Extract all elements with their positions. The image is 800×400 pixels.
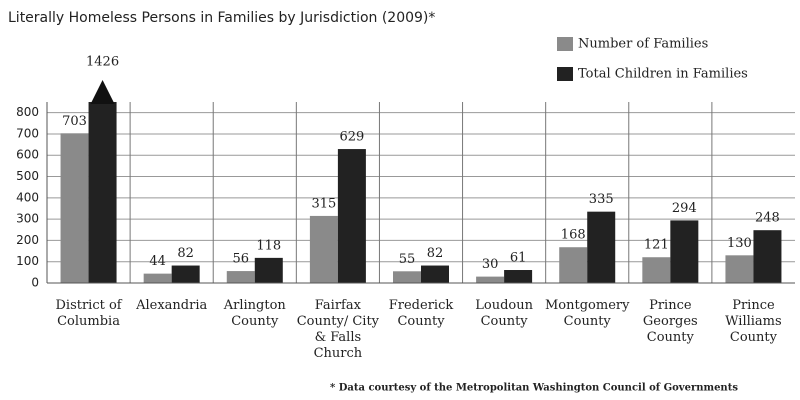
y-tick-label: 500 [16, 169, 39, 183]
x-tick-label: Fairfax County/ City & Falls Church [297, 298, 380, 361]
y-tick-label: 200 [16, 233, 39, 247]
bar [88, 102, 117, 283]
bar [143, 273, 172, 283]
x-tick-label: Arlington County [223, 298, 287, 329]
y-tick-label: 400 [16, 190, 39, 204]
x-tick-label: Loudoun County [475, 298, 533, 329]
footnote: * Data courtesy of the Metropolitan Wash… [330, 383, 738, 394]
data-label: 248 [755, 211, 780, 226]
data-label: 61 [510, 251, 527, 266]
bar [226, 271, 255, 283]
chart-title: Literally Homeless Persons in Families b… [8, 10, 435, 26]
legend-label: Total Children in Families [578, 67, 748, 82]
y-tick-label: 0 [31, 276, 39, 290]
x-tick-label: Frederick County [389, 298, 454, 329]
data-label: 55 [399, 252, 416, 267]
bar [587, 211, 616, 283]
bar [670, 220, 699, 283]
data-label: 629 [339, 130, 364, 145]
data-label: 703 [62, 114, 87, 129]
y-tick-label: 300 [16, 212, 39, 226]
y-tick-label: 700 [16, 126, 39, 140]
bar [476, 276, 505, 283]
data-label: 315 [311, 196, 336, 211]
data-label: 168 [561, 228, 586, 243]
x-tick-label: Montgomery County [545, 298, 630, 329]
x-tick-label: Prince Williams County [725, 298, 782, 345]
data-label: 82 [177, 246, 194, 261]
y-tick-label: 600 [16, 148, 39, 162]
bar [504, 270, 533, 283]
bar [254, 257, 283, 283]
bar [421, 265, 449, 283]
bar [309, 215, 338, 283]
bar [725, 255, 754, 283]
overflow-arrow [90, 80, 115, 104]
data-label: 130 [727, 236, 752, 251]
data-label: 294 [672, 201, 697, 216]
data-label: 118 [256, 238, 281, 253]
data-label: 30 [482, 257, 499, 272]
bar [559, 247, 588, 283]
data-label: 335 [589, 192, 614, 207]
data-label: 1426 [86, 55, 119, 70]
y-tick-label: 800 [16, 105, 39, 119]
bar [60, 133, 89, 283]
data-label: 121 [644, 238, 669, 253]
bar [642, 257, 671, 283]
bar [753, 230, 782, 283]
data-label: 56 [233, 252, 250, 267]
bar [393, 271, 421, 283]
y-tick-label: 100 [16, 254, 39, 268]
bar [337, 149, 366, 283]
x-tick-label: Alexandria [135, 298, 207, 313]
bar [171, 265, 200, 283]
x-tick-label: Prince Georges County [643, 298, 698, 345]
legend-swatch [557, 67, 573, 81]
plot-area [60, 102, 782, 283]
data-label: 44 [149, 254, 166, 269]
legend-swatch [557, 37, 573, 51]
data-label: 82 [427, 246, 444, 261]
legend-label: Number of Families [578, 37, 708, 52]
x-tick-label: District of Columbia [55, 298, 122, 329]
